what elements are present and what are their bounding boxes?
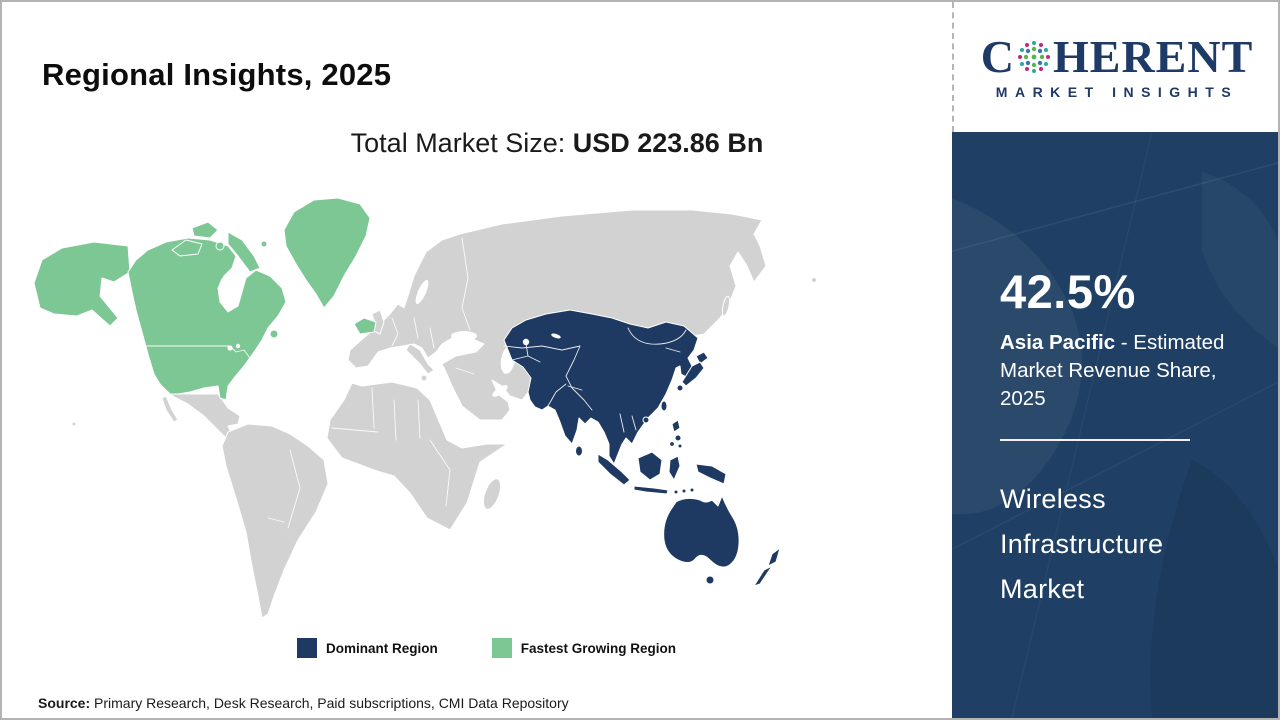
landmass-madagascar (482, 478, 502, 510)
legend-item-dominant: Dominant Region (297, 638, 438, 658)
lake-balkhash (551, 333, 561, 339)
fastest-growing-region-swatch (491, 638, 512, 658)
us-canada-border (143, 345, 251, 359)
landmass-java (633, 485, 669, 495)
black-sea (451, 331, 477, 341)
source-note: Source: Primary Research, Desk Research,… (38, 695, 569, 711)
landmass-asia-mainland (503, 309, 699, 465)
landmass-sakhalin (721, 295, 731, 317)
logo-globe-dots (1017, 41, 1050, 73)
persian-gulf (492, 385, 508, 397)
landmass-africa (326, 381, 508, 531)
dominant-region-label: Dominant Region (326, 640, 438, 656)
landmass-sicily (420, 374, 428, 382)
logo-letter-c: C (980, 31, 1015, 82)
landmass-sri-lanka (575, 445, 583, 457)
share-desc-text: - Estimated Market Revenue Share, 2025 (1000, 331, 1225, 410)
landmass-philippine-island-1 (674, 434, 682, 442)
baltic-sea (415, 280, 429, 304)
landmass-hokkaido (695, 351, 709, 365)
sidebar: 42.5% Asia Pacific - Estimated Market Re… (952, 132, 1278, 718)
landmass-nusa-2 (681, 488, 687, 494)
landmass-kyushu (676, 384, 684, 392)
share-description: Asia Pacific - Estimated Market Revenue … (1000, 329, 1242, 413)
sidebar-map-texture (952, 132, 1278, 718)
region-north-america (33, 197, 377, 401)
source-text: Primary Research, Desk Research, Paid su… (90, 695, 569, 711)
landmass-canada-usa (127, 237, 287, 401)
landmass-taiwan (660, 400, 668, 412)
page-title: Regional Insights, 2025 (42, 56, 392, 92)
landmass-sumatra (597, 453, 631, 486)
brand-logo: C HERENT (981, 34, 1254, 80)
red-sea (444, 384, 464, 412)
landmass-nusa-1 (673, 489, 679, 495)
total-market-size-value: USD 223.86 Bn (572, 128, 764, 158)
logo-subtitle: MARKET INSIGHTS (995, 84, 1239, 100)
landmass-australia (663, 495, 740, 568)
country-borders-gray (267, 237, 475, 529)
market-name: Wireless Infrastructure Market (1000, 484, 1164, 604)
landmass-arctic-island (191, 221, 219, 239)
landmass-arctic-dot-2 (260, 240, 268, 248)
source-label: Source: (38, 695, 91, 711)
landmass-greenland (283, 197, 371, 309)
total-market-size: Total Market Size: USD 223.86 Bn (162, 128, 952, 159)
region-asia-pacific (503, 309, 781, 587)
share-region: Asia Pacific (1000, 331, 1116, 354)
dominant-region-swatch (297, 638, 317, 658)
landmass-new-guinea (695, 463, 727, 485)
landmass-south-america (221, 423, 329, 619)
brand-logo-panel: C HERENT MARKET INSIGHTS (952, 2, 1278, 132)
great-lake-1 (227, 345, 233, 351)
hudson-bay (219, 275, 237, 301)
country-borders-apac (503, 327, 687, 433)
landmass-tasmania (705, 575, 715, 585)
landmass-victoria-island (171, 239, 203, 257)
landmass-island-dot-1 (811, 277, 817, 283)
sidebar-divider (1000, 439, 1190, 441)
landmass-newfoundland (269, 329, 279, 339)
total-market-size-label: Total Market Size: (350, 128, 573, 158)
fastest-growing-region-label: Fastest Growing Region (520, 640, 677, 656)
legend-item-fastest-growing: Fastest Growing Region (491, 638, 677, 658)
logo-globe-icon (1017, 41, 1050, 73)
logo-letters-herent: HERENT (1052, 31, 1254, 82)
world-map (32, 188, 822, 643)
aral-sea (522, 338, 530, 346)
landmass-luzon (671, 419, 681, 433)
landmass-nusa-3 (689, 487, 695, 493)
world-map-svg (33, 197, 817, 619)
landmass-new-zealand-north (767, 547, 781, 567)
landmass-italy (405, 343, 435, 375)
landmass-island-dot-2 (71, 421, 77, 427)
inland-water (415, 280, 516, 412)
landmass-new-zealand-south (753, 565, 773, 587)
landmass-borneo (637, 451, 663, 481)
landmass-baja (161, 395, 179, 423)
landmass-baffin-island (227, 231, 261, 273)
landmass-hainan (642, 416, 650, 424)
share-value: 42.5% (1000, 265, 1136, 318)
landmass-alaska (33, 241, 131, 327)
landmass-philippine-island-3 (677, 443, 683, 449)
map-legend: Dominant Region Fastest Growing Region (297, 638, 676, 658)
landmass-sulawesi (668, 455, 681, 481)
landmass-philippine-island-2 (669, 441, 675, 447)
great-lake-2 (235, 343, 241, 349)
landmass-honshu (681, 361, 705, 387)
landmass-iceland (353, 317, 377, 335)
landmass-arctic-dot-1 (215, 241, 225, 251)
